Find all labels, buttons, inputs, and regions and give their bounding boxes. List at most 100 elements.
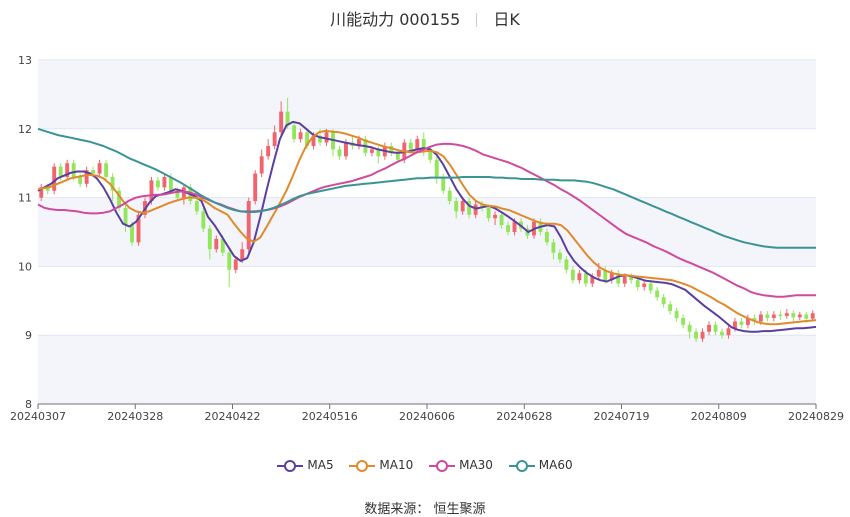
candle-body [162,176,167,188]
candle-body [285,111,290,126]
candle-body [376,149,381,157]
candle-body [395,152,400,160]
candle-body [149,180,154,202]
candle-body [674,311,679,318]
legend-label-ma60: MA60 [538,458,573,472]
candle-body [311,135,316,146]
data-source: 数据来源： 恒生聚源 [364,502,486,517]
candle-body [557,252,562,260]
candle-body [810,313,815,319]
legend-item-ma5[interactable]: MA5 [277,458,334,473]
candle-body [551,242,556,253]
candle-body [324,132,329,143]
candle-body [758,314,763,322]
candle-body [596,269,601,277]
candle-body [240,249,245,260]
candle-body [155,180,160,188]
y-tick-label: 11 [18,192,32,205]
candle-body [590,276,595,284]
candle-body [45,187,50,191]
candle-body [739,321,744,325]
candle-body [266,146,271,157]
candle-body [454,201,459,212]
x-tick-label: 20240328 [107,410,163,423]
candle-body [279,111,284,133]
grid-band [38,60,816,129]
candle-body [91,170,96,174]
x-tick-label: 20240422 [205,410,261,423]
candle-body [480,204,485,208]
candle-body [700,331,705,339]
candle-body [797,314,802,318]
stock-name: 川能动力 000155 [330,10,461,29]
x-tick-label: 20240829 [788,410,844,423]
candle-body [642,283,647,288]
candle-body [123,207,128,226]
candle-body [771,314,776,318]
candle-body [110,176,115,191]
candle-body [415,139,420,150]
candle-body [84,170,89,184]
legend-item-ma10[interactable]: MA10 [349,458,413,473]
x-tick-label: 20240809 [691,410,747,423]
candle-body [356,139,361,146]
candle-body [194,201,199,212]
x-tick-label: 20240516 [302,410,358,423]
legend-item-ma30[interactable]: MA30 [429,458,493,473]
x-tick-label: 20240719 [594,410,650,423]
candle-body [214,238,219,250]
legend-item-ma60[interactable]: MA60 [508,458,573,473]
ma5-legend-icon [277,459,304,472]
candle-body [687,324,692,332]
candle-body [655,290,660,298]
ma30-legend-icon [429,459,456,472]
series-line-ma10 [37,129,817,326]
candle-body [493,214,498,219]
candlestick-chart: 8 9 10 11 12 13 20240307 20240328 20240422 202405… [10,54,844,423]
candle-body [52,166,57,191]
candle-body [233,259,238,270]
candle-body [467,201,472,215]
candle-body [227,252,232,270]
candle-body [305,132,310,146]
candle-body [707,324,711,332]
series-line-ma30 [37,142,816,298]
candle-body [421,139,426,150]
grid-band [38,197,816,267]
candle-body [78,176,83,184]
candle-body [726,328,731,336]
candle-body [272,132,277,146]
candle-body [337,149,342,157]
candle-body [694,331,699,339]
candle-body [512,221,517,232]
y-tick-label: 10 [18,260,32,273]
y-tick-label: 9 [25,329,32,342]
candle-body [389,146,394,153]
candle-body [603,269,608,281]
y-tick-label: 12 [18,123,32,136]
chart-title: 川能动力 000155 日K [0,6,850,30]
candle-body [583,273,588,284]
candle-body [804,314,809,319]
candle-body [733,321,737,329]
candle-body [104,163,109,177]
candle-body [246,201,251,250]
candle-body [784,313,789,316]
candle-body [408,142,413,150]
candle-body [168,176,173,191]
candle-body [499,214,504,226]
candle-body [681,318,686,325]
candle-body [175,190,180,198]
candle-body [318,135,322,143]
candle-body [97,163,102,174]
candle-body [564,259,569,270]
legend: MA5 MA10 MA30 MA60 [0,458,850,473]
candle-body [622,276,627,284]
legend-label-ma30: MA30 [459,458,493,472]
candle-body [220,238,225,253]
candle-body [745,318,750,325]
x-tick-label: 20240307 [10,410,66,423]
candle-body [117,190,121,208]
ma60-legend-icon [508,459,535,472]
candle-body [791,313,796,318]
